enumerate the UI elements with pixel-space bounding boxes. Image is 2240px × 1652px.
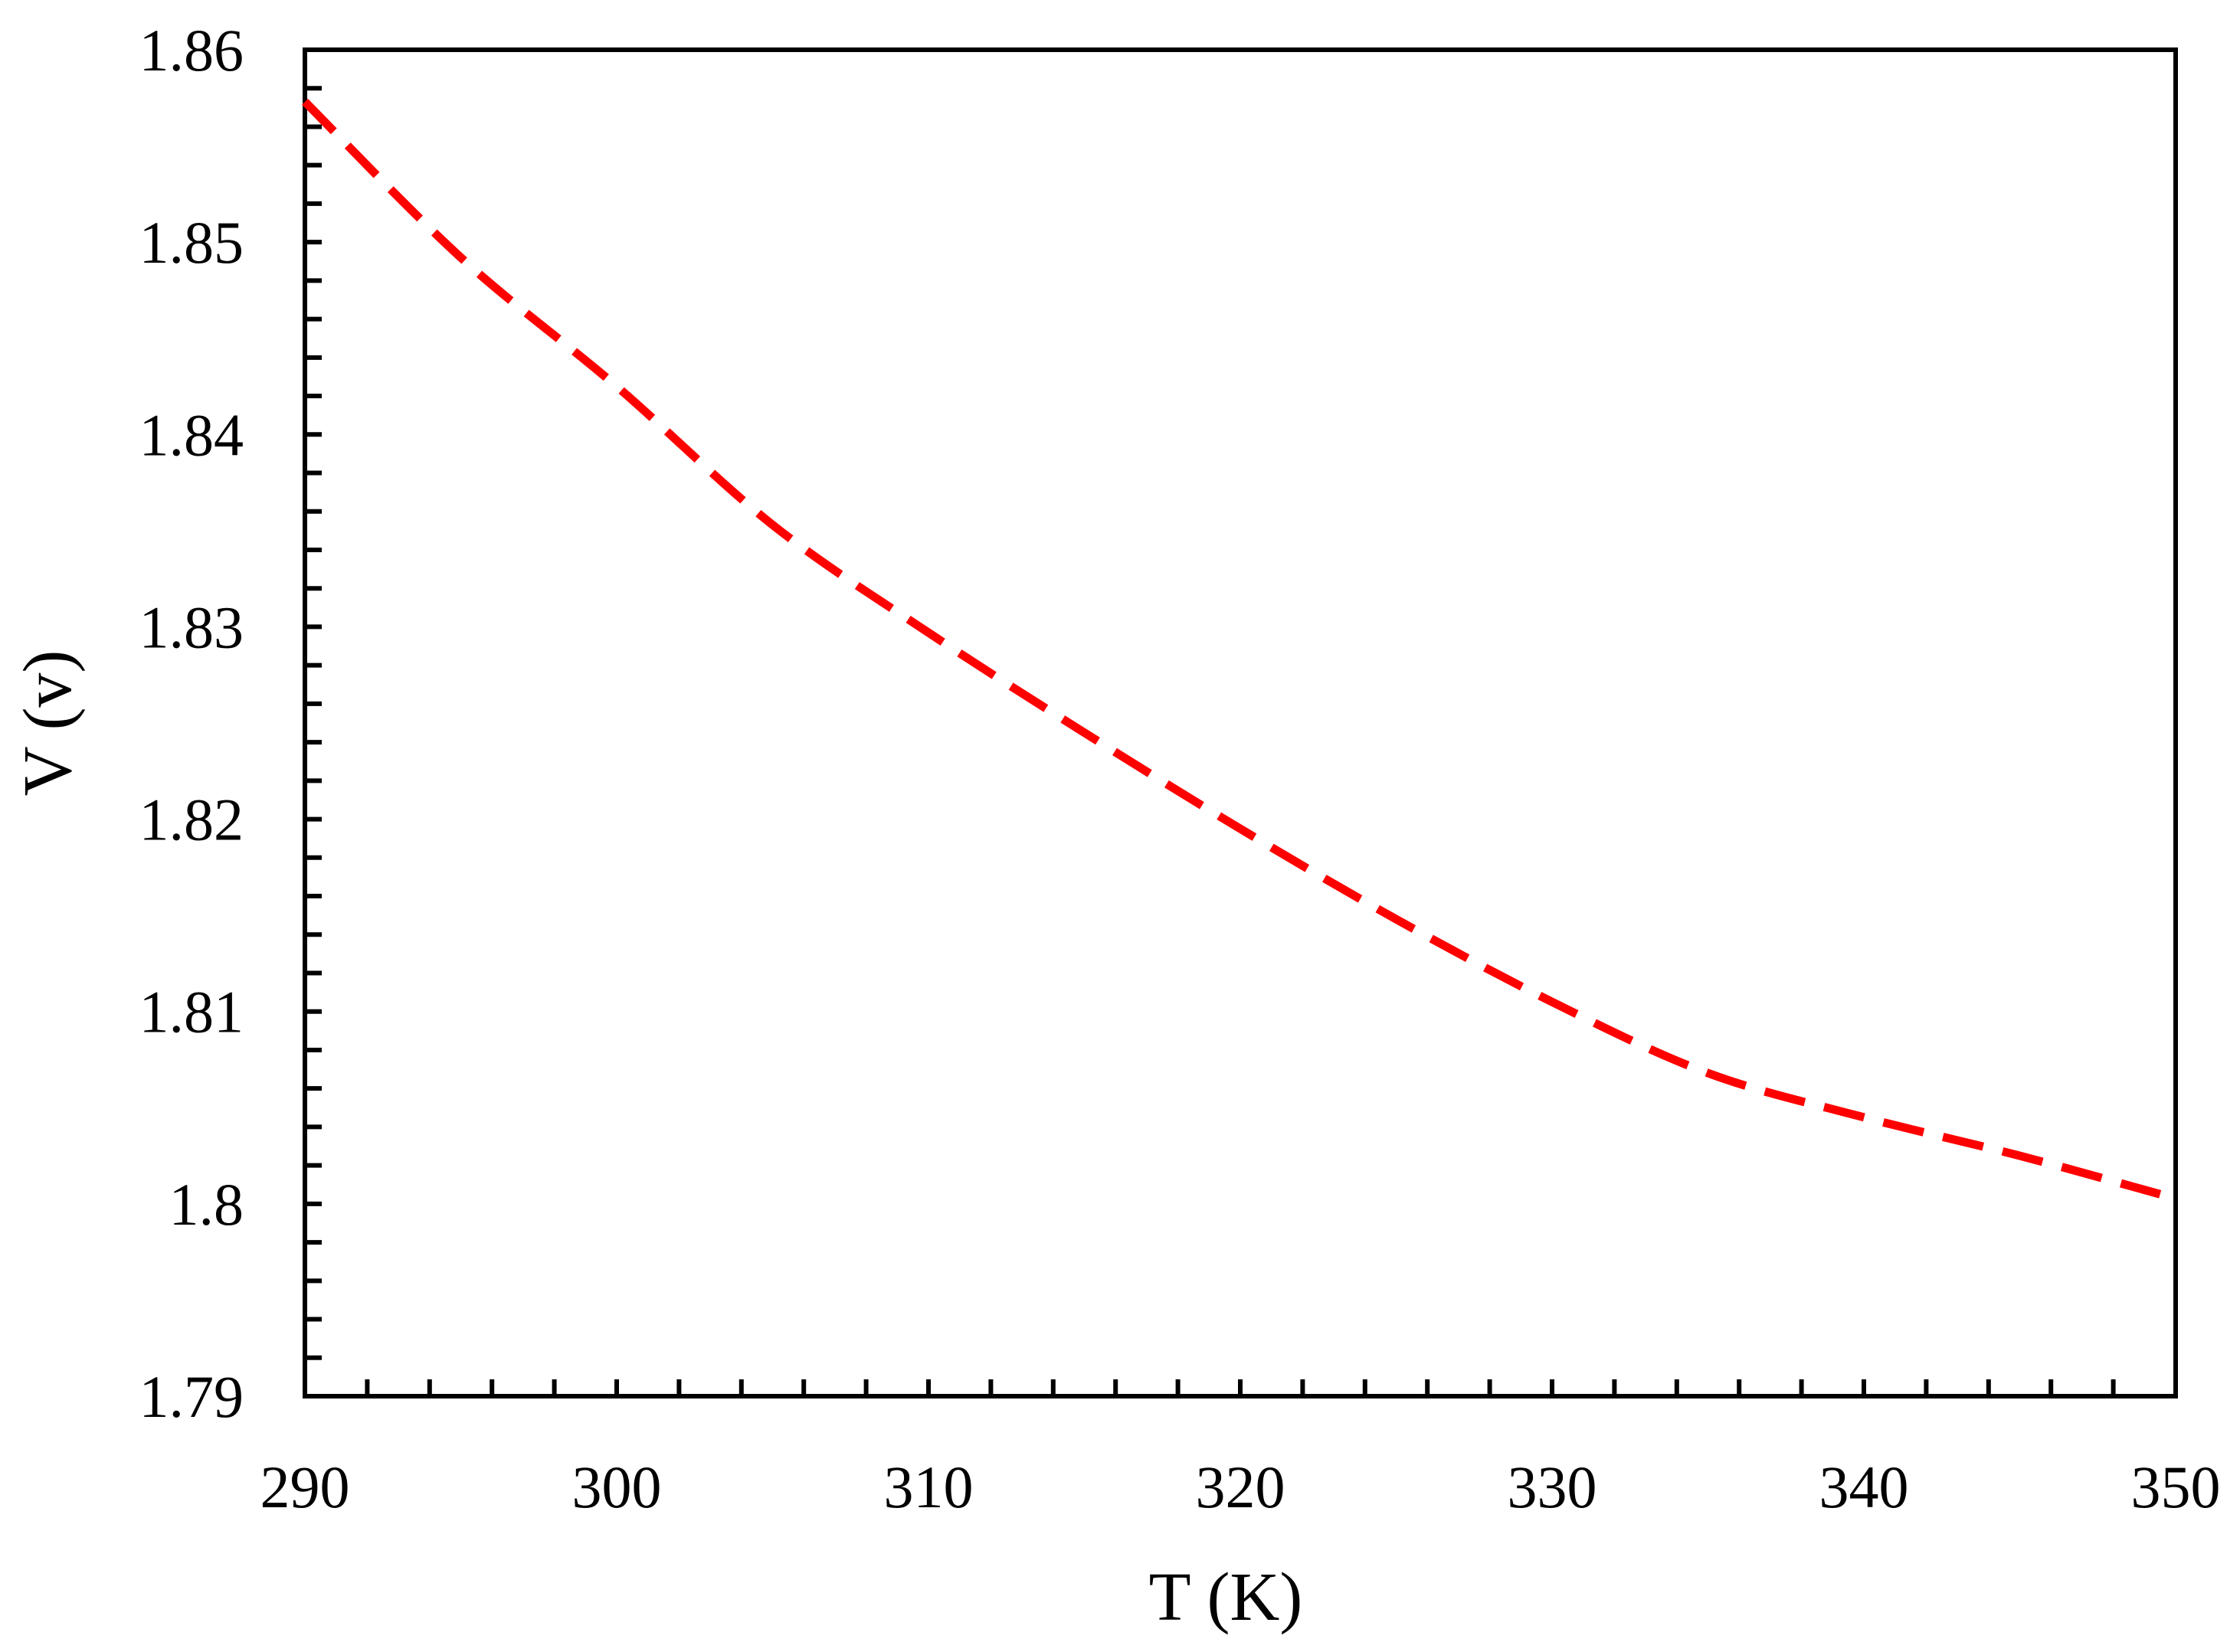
x-tick-label: 350	[2131, 1454, 2221, 1520]
x-axis-title: T (K)	[1149, 1559, 1303, 1635]
plot-frame	[303, 47, 2178, 1398]
x-tick-label: 300	[572, 1454, 662, 1520]
y-tick-label: 1.82	[139, 787, 244, 853]
y-axis-title: V (v)	[10, 650, 86, 797]
series-line	[302, 98, 2162, 1199]
y-tick-label: 1.8	[169, 1171, 244, 1238]
x-tick-label: 340	[1819, 1454, 1909, 1520]
y-minor-ticks	[305, 86, 322, 1360]
y-tick-label: 1.81	[139, 979, 244, 1045]
x-tick-label: 330	[1508, 1454, 1597, 1520]
y-tick-label: 1.86	[139, 17, 244, 83]
x-tick-label: 310	[884, 1454, 974, 1520]
x-tick-labels: 290 300 310 320 330 340 350	[260, 1454, 2221, 1520]
y-tick-labels: 1.79 1.8 1.81 1.82 1.83 1.84 1.85 1.86	[139, 17, 244, 1430]
x-tick-label: 320	[1196, 1454, 1285, 1520]
series-group	[302, 98, 2162, 1199]
y-tick-label: 1.83	[139, 594, 244, 660]
y-tick-label: 1.79	[139, 1363, 244, 1430]
y-tick-label: 1.84	[139, 401, 244, 468]
y-tick-label: 1.85	[139, 209, 244, 276]
x-tick-label: 290	[260, 1454, 350, 1520]
x-minor-ticks	[365, 1379, 2116, 1396]
